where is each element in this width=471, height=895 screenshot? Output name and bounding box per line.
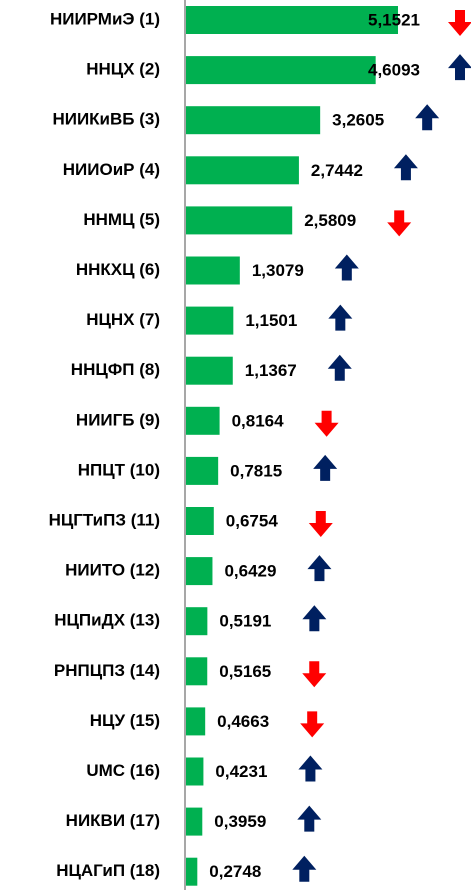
bar: [186, 306, 234, 335]
arrow-up: [393, 154, 418, 181]
arrow-down: [302, 661, 327, 688]
category-label: ННМЦ (5): [83, 210, 160, 229]
bar: [186, 456, 219, 485]
bar: [186, 356, 233, 385]
value-label: 0,8164: [232, 411, 285, 430]
category-label: НИИОиР (4): [63, 160, 160, 179]
category-label: НИИТО (12): [65, 561, 160, 580]
arrow-up: [302, 605, 327, 632]
arrow-up: [298, 755, 323, 782]
category-label: НЦНХ (7): [86, 310, 160, 329]
value-label: 0,4663: [217, 712, 269, 731]
arrow-up: [415, 104, 440, 131]
category-label: НИКВИ (17): [66, 811, 160, 830]
arrow-up: [292, 855, 317, 882]
arrow-down: [448, 10, 471, 36]
category-label: НЦГТиПЗ (11): [49, 510, 160, 529]
bar: [186, 707, 206, 736]
bar: [186, 607, 208, 636]
bar: [186, 807, 203, 836]
arrow-up: [313, 454, 338, 481]
category-label: ННКХЦ (6): [76, 260, 160, 279]
arrow-down: [300, 711, 325, 738]
value-label: 0,6754: [226, 511, 279, 530]
category-label: ННЦФП (8): [71, 360, 160, 379]
bar: [186, 56, 376, 85]
category-label: РНПЦПЗ (14): [54, 661, 160, 680]
category-label: НЦАГиП (18): [56, 861, 160, 880]
category-label: НИИГБ (9): [76, 410, 160, 429]
arrow-down: [308, 511, 333, 537]
value-label: 0,3959: [214, 812, 266, 831]
value-label: 2,7442: [311, 161, 363, 180]
category-label: НИИКиВБ (3): [52, 110, 160, 129]
value-label: 5,1521: [368, 10, 420, 29]
category-label: UMC (16): [86, 761, 160, 780]
arrow-up: [307, 555, 332, 582]
value-label: 0,2748: [209, 862, 261, 881]
arrow-up: [448, 54, 471, 81]
bar: [186, 206, 293, 235]
bar: [186, 156, 299, 185]
bar: [186, 256, 240, 285]
value-label: 1,1501: [245, 311, 297, 330]
bar: [186, 106, 321, 135]
value-label: 2,5809: [304, 211, 356, 230]
category-label: НЦУ (15): [90, 711, 160, 730]
bar: [186, 507, 214, 535]
arrow-up: [297, 805, 322, 832]
arrow-up: [327, 354, 352, 381]
category-label: НИИРМиЭ (1): [50, 9, 160, 28]
bar: [186, 406, 220, 435]
bar: [186, 757, 204, 786]
category-label: ННЦХ (2): [86, 60, 160, 79]
category-label: НПЦТ (10): [78, 460, 160, 479]
bar: [186, 6, 398, 34]
value-label: 1,3079: [252, 261, 304, 280]
value-label: 1,1367: [245, 361, 297, 380]
value-label: 0,7815: [230, 461, 282, 480]
arrow-down: [314, 410, 339, 437]
arrow-down: [387, 210, 412, 237]
value-label: 0,5165: [219, 662, 271, 681]
bar: [186, 657, 208, 686]
value-label: 4,6093: [368, 61, 420, 80]
arrow-up: [334, 254, 359, 281]
value-label: 3,2605: [332, 111, 384, 130]
bar: [186, 557, 213, 586]
bar: [186, 857, 198, 886]
category-label: НЦПиДХ (13): [54, 611, 160, 630]
arrow-up: [328, 304, 353, 331]
value-label: 0,6429: [224, 562, 276, 581]
value-label: 0,5191: [219, 612, 271, 631]
value-label: 0,4231: [215, 762, 267, 781]
